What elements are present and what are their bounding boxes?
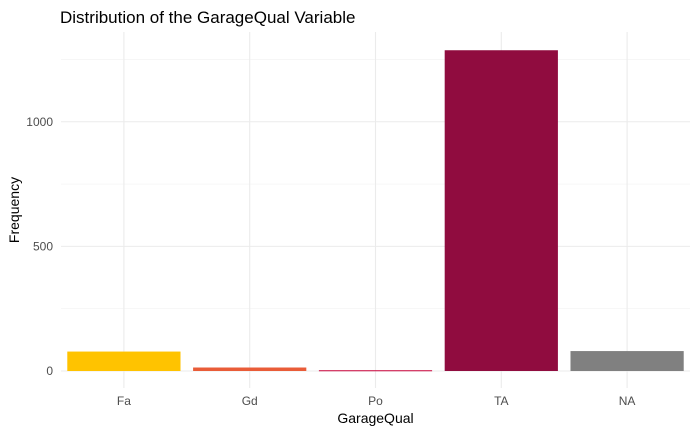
bar-ta	[444, 50, 558, 372]
y-tick-label: 1000	[26, 115, 53, 129]
y-axis-title: Frequency	[6, 177, 22, 243]
bar-po	[318, 370, 433, 372]
bar-na	[570, 351, 684, 371]
x-tick-label: NA	[619, 394, 636, 408]
x-axis-title: GarageQual	[337, 410, 413, 426]
x-tick-label: Fa	[117, 394, 131, 408]
bars	[67, 50, 684, 372]
y-axis-ticks: 0 500 1000	[26, 115, 53, 378]
x-tick-label: TA	[494, 394, 508, 408]
x-axis-ticks: Fa Gd Po TA NA	[117, 394, 636, 408]
grid-lines	[61, 32, 690, 388]
bar-gd	[193, 367, 307, 371]
y-tick-label: 500	[33, 239, 53, 253]
x-tick-label: Gd	[242, 394, 258, 408]
x-tick-label: Po	[368, 394, 383, 408]
chart-title: Distribution of the GarageQual Variable	[60, 8, 355, 27]
y-tick-label: 0	[46, 364, 53, 378]
bar-fa	[67, 351, 181, 371]
